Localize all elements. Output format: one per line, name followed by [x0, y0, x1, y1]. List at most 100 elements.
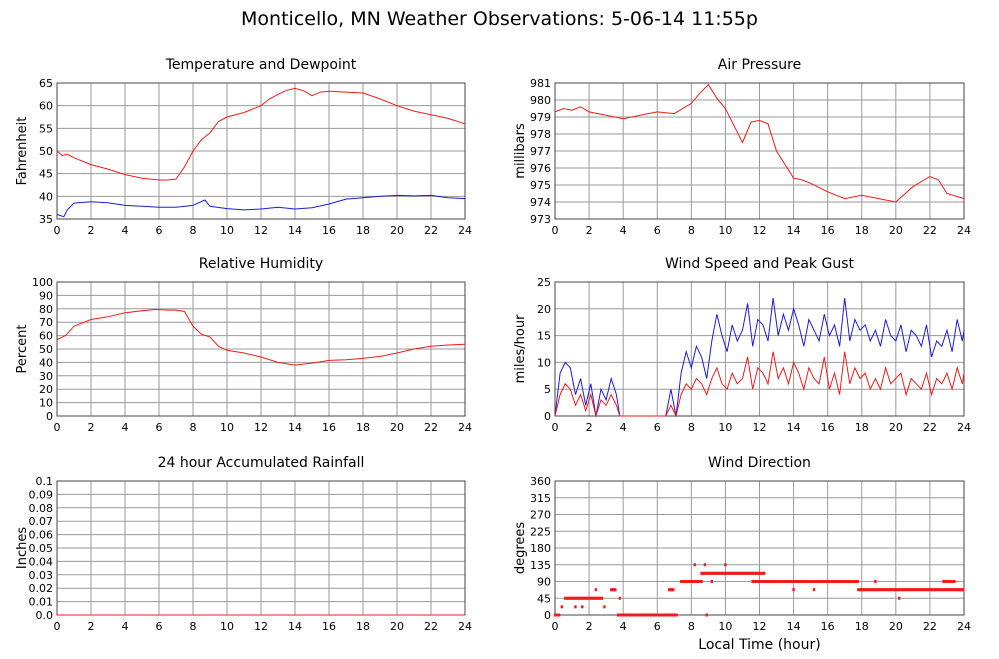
direction-point — [914, 588, 917, 592]
direction-point — [801, 580, 805, 583]
direction-point — [756, 571, 759, 575]
x-tick-label: 12 — [753, 620, 767, 633]
direction-point — [665, 613, 669, 617]
direction-point — [660, 613, 663, 617]
plot-frame — [56, 281, 466, 417]
direction-point — [781, 580, 784, 583]
direction-point — [814, 580, 817, 583]
direction-point — [861, 588, 864, 592]
x-tick-label: 0 — [54, 620, 61, 633]
direction-point — [851, 580, 854, 583]
y-tick-label: 15 — [537, 330, 551, 343]
direction-point — [806, 580, 809, 583]
direction-point — [808, 580, 812, 583]
direction-point — [804, 580, 808, 583]
direction-point — [656, 613, 659, 617]
direction-point — [946, 580, 949, 583]
direction-point — [811, 580, 814, 583]
direction-point — [600, 596, 604, 600]
direction-point — [792, 588, 795, 592]
direction-point — [661, 613, 665, 617]
x-tick-label: 6 — [654, 620, 661, 633]
y-tick-label: 30 — [39, 370, 53, 383]
direction-point — [592, 596, 596, 600]
x-tick-label: 6 — [156, 224, 163, 237]
y-axis-label: degrees — [513, 522, 528, 575]
direction-point — [700, 571, 703, 575]
x-tick-label: 8 — [688, 620, 695, 633]
y-tick-label: 25 — [537, 276, 551, 289]
direction-point — [889, 588, 893, 592]
direction-point — [960, 588, 964, 592]
direction-point — [953, 580, 956, 583]
direction-point — [838, 580, 842, 583]
direction-point — [858, 588, 861, 592]
x-tick-label: 12 — [254, 224, 268, 237]
direction-point — [799, 580, 802, 583]
direction-point — [797, 580, 801, 583]
direction-point — [618, 596, 621, 600]
y-tick-label: 974 — [530, 196, 551, 209]
x-tick-label: 4 — [620, 620, 627, 633]
direction-point — [618, 613, 621, 617]
y-tick-label: 0.05 — [29, 542, 54, 555]
direction-point — [739, 571, 743, 575]
x-tick-label: 0 — [552, 421, 559, 434]
direction-point — [766, 580, 769, 583]
direction-point — [726, 571, 729, 575]
y-tick-label: 0.1 — [36, 475, 54, 488]
direction-point — [956, 588, 960, 592]
direction-point — [644, 613, 647, 617]
direction-point — [686, 580, 690, 583]
y-tick-label: 0.08 — [29, 502, 54, 515]
direction-point — [584, 596, 587, 600]
direction-point — [718, 571, 721, 575]
direction-point — [685, 580, 688, 583]
direction-point — [857, 588, 860, 592]
direction-point — [670, 588, 674, 592]
direction-point — [863, 588, 867, 592]
direction-point — [834, 580, 838, 583]
y-tick-label: 180 — [530, 542, 551, 555]
direction-point — [620, 613, 624, 617]
x-tick-label: 10 — [718, 224, 732, 237]
x-tick-label: 0 — [552, 620, 559, 633]
direction-point — [773, 580, 776, 583]
direction-point — [705, 571, 709, 575]
direction-point — [778, 580, 782, 583]
direction-point — [704, 571, 707, 575]
x-tick-label: 16 — [821, 620, 835, 633]
direction-point — [833, 580, 836, 583]
direction-point — [812, 588, 816, 592]
direction-point — [681, 580, 684, 583]
direction-point — [943, 588, 946, 592]
y-tick-label: 981 — [530, 77, 551, 90]
direction-point — [933, 588, 936, 592]
direction-point — [635, 613, 639, 617]
y-tick-label: 50 — [39, 145, 53, 158]
direction-point — [588, 596, 591, 600]
y-tick-label: 0.09 — [29, 488, 54, 501]
direction-point — [751, 580, 754, 583]
direction-point — [776, 580, 779, 583]
y-tick-label: 975 — [530, 179, 551, 192]
direction-point — [577, 596, 581, 600]
x-tick-label: 22 — [424, 224, 438, 237]
direction-point — [842, 580, 846, 583]
direction-point — [950, 580, 953, 583]
direction-point — [630, 613, 633, 617]
direction-point — [565, 596, 568, 600]
direction-point — [572, 596, 575, 600]
direction-point — [557, 613, 561, 617]
direction-point — [569, 596, 572, 600]
plot-frame — [554, 281, 965, 417]
y-tick-label: 35 — [39, 213, 53, 226]
direction-point — [731, 571, 735, 575]
y-tick-label: 225 — [530, 525, 551, 538]
x-tick-label: 18 — [855, 620, 869, 633]
direction-point — [742, 571, 746, 575]
series-line-0 — [554, 298, 965, 417]
direction-point — [940, 588, 943, 592]
